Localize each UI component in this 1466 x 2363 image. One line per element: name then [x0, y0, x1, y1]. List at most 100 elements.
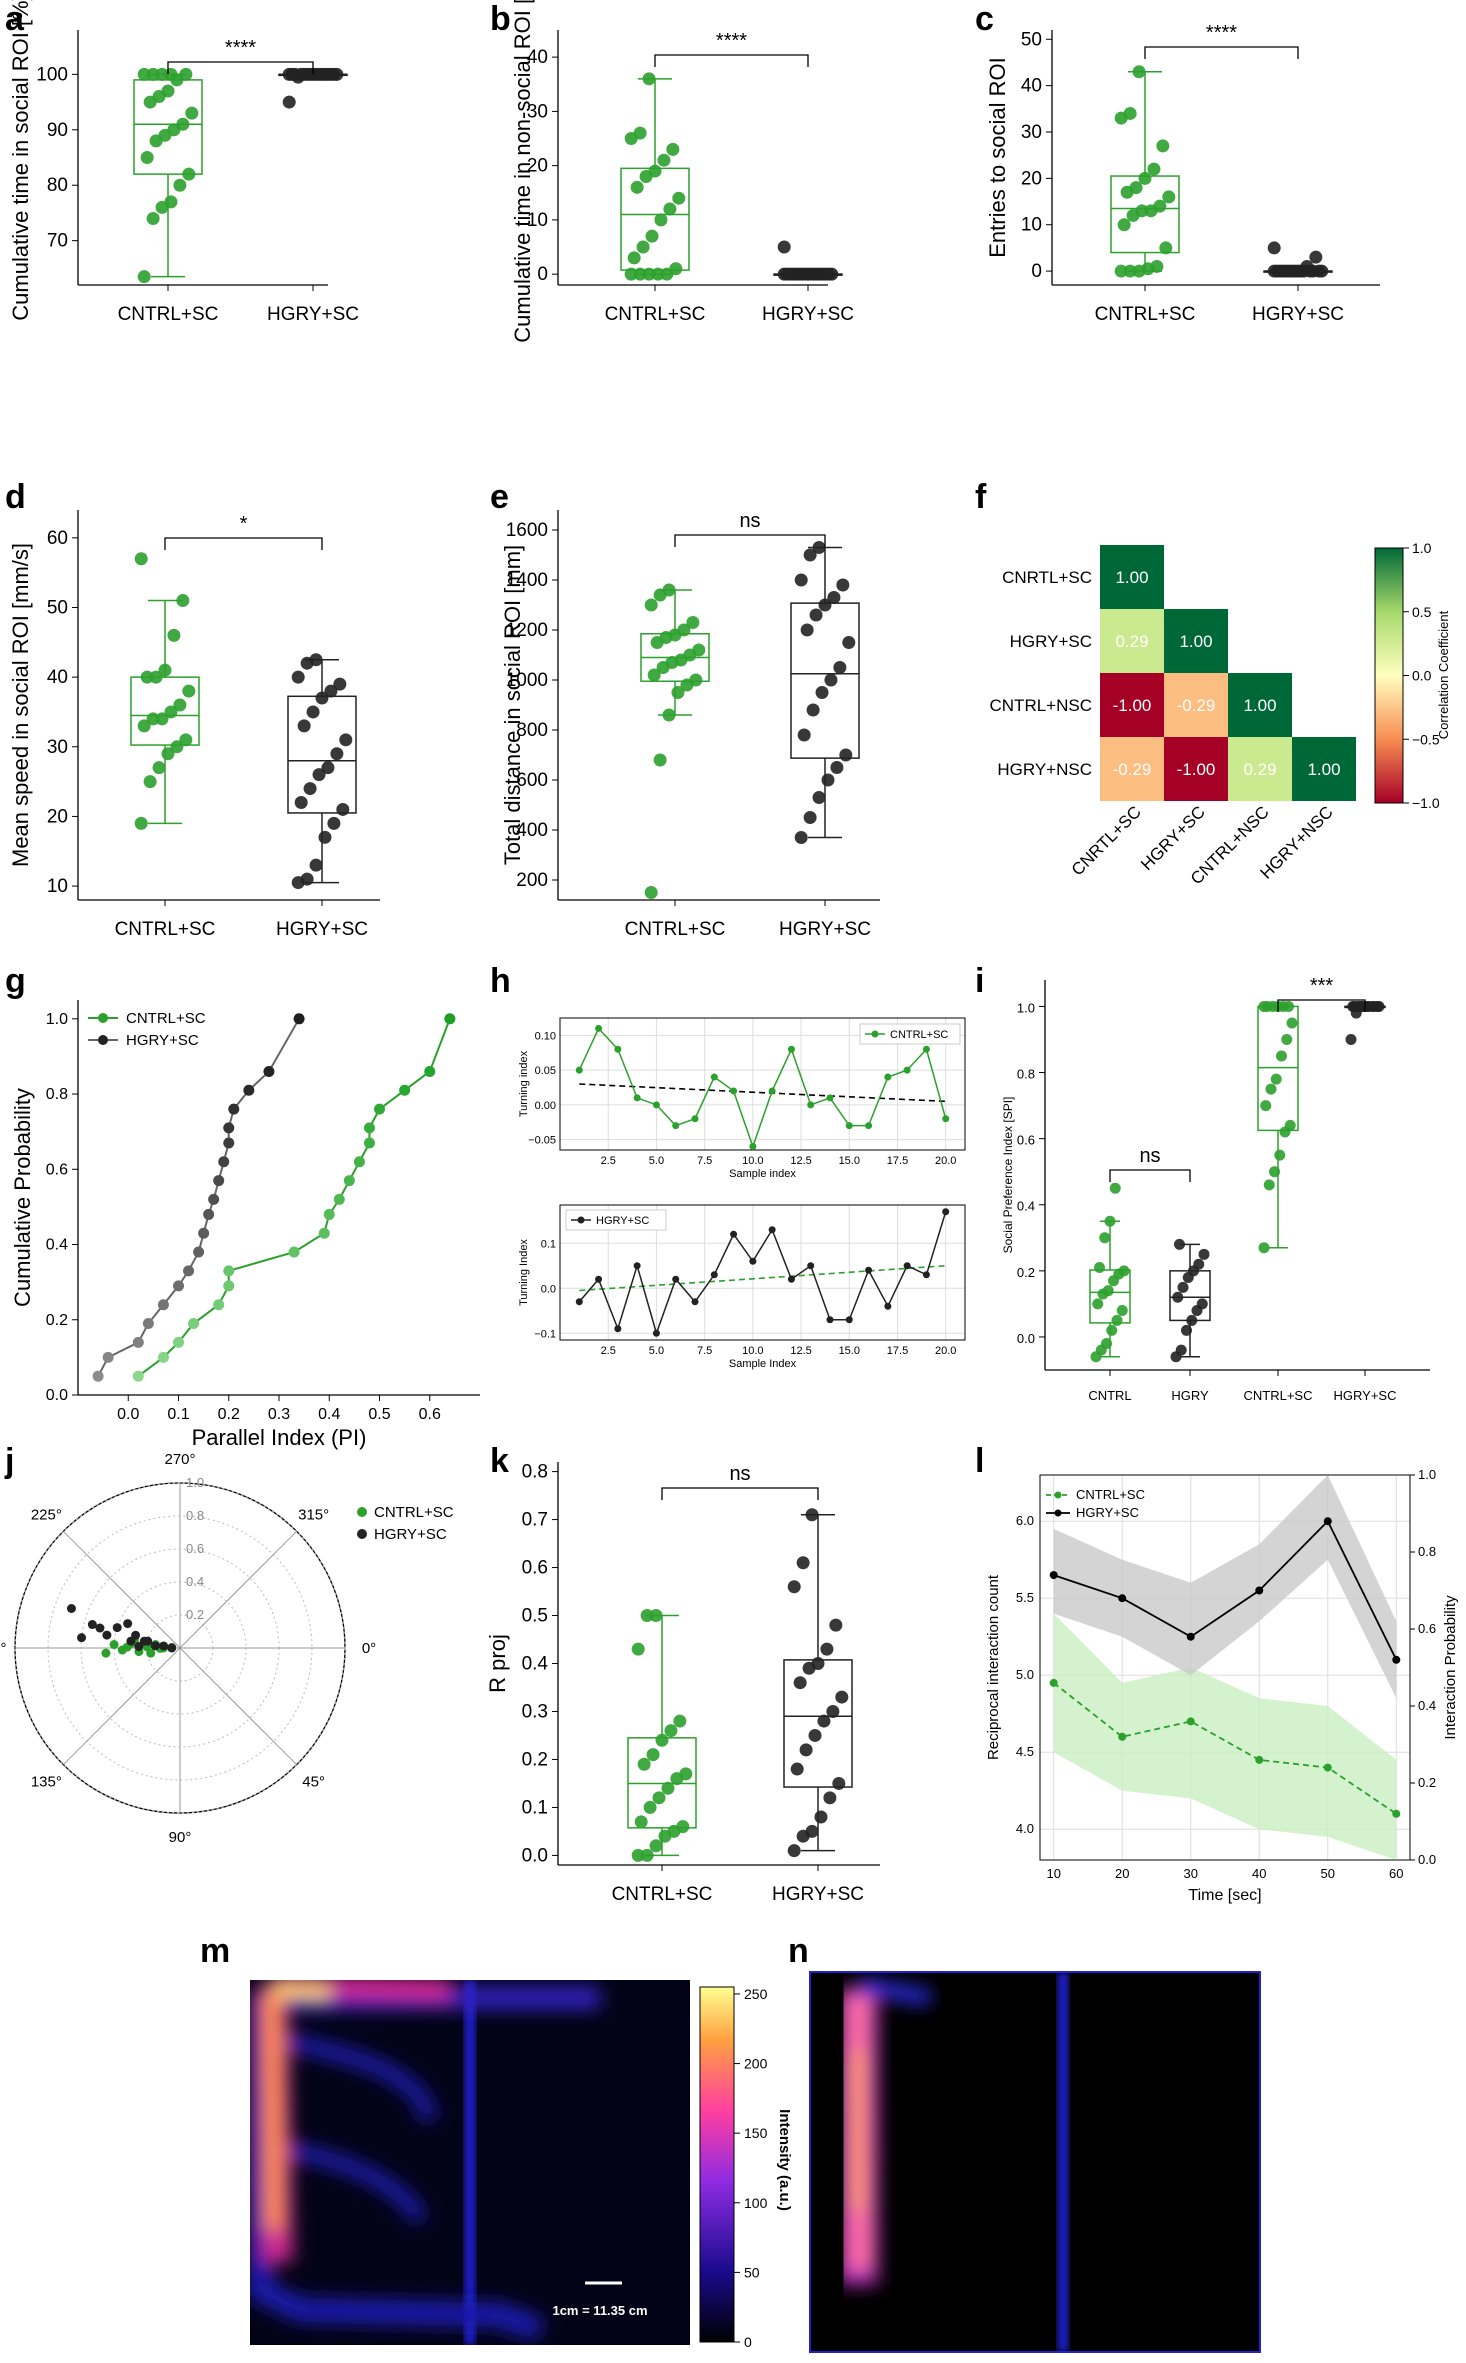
data-point — [794, 573, 808, 587]
data-point — [672, 1275, 680, 1283]
polar-r-label: 0.8 — [186, 1508, 204, 1523]
n-heatmap-image — [809, 1971, 1261, 2353]
panel-label-a: a — [5, 0, 25, 38]
data-point — [810, 267, 824, 281]
y-tick-label: 40 — [1021, 76, 1042, 97]
data-point — [102, 1351, 114, 1363]
cell-value: 1.00 — [1179, 632, 1212, 651]
data-point — [648, 164, 662, 178]
colorbar-tick-label: −1.0 — [1412, 795, 1440, 811]
data-point — [805, 1508, 819, 1522]
data-point — [669, 262, 683, 276]
data-point — [306, 67, 320, 81]
data-point — [263, 1065, 275, 1077]
y-tick-label: 70 — [47, 231, 68, 252]
data-point — [655, 1733, 669, 1747]
data-point — [839, 748, 853, 762]
data-point — [66, 1603, 76, 1613]
significance-label: * — [240, 513, 248, 535]
confidence-band — [1053, 1613, 1397, 1860]
panel-label-m: m — [200, 1932, 230, 1970]
significance-label: ns — [729, 1463, 750, 1485]
data-point — [1373, 1000, 1385, 1012]
data-point — [374, 1103, 385, 1115]
data-point — [1282, 264, 1296, 278]
data-point — [170, 740, 184, 754]
heatmap-cell — [1164, 673, 1228, 737]
series-line — [137, 1018, 451, 1377]
cell-value: 0.29 — [1115, 632, 1148, 651]
legend-label: HGRY+SC — [596, 1215, 649, 1227]
data-point — [288, 1246, 300, 1258]
data-point — [673, 1714, 687, 1728]
data-point — [787, 1844, 801, 1858]
y-right-tick-label: 0.6 — [1418, 1621, 1436, 1636]
data-point — [223, 1137, 235, 1149]
y-tick-label: 600 — [516, 770, 548, 791]
y-right-tick-label: 0.0 — [1418, 1852, 1436, 1867]
data-point — [827, 591, 841, 604]
y-tick-label: 0.1 — [522, 1797, 548, 1818]
polar-angle-label: 180° — [0, 1640, 7, 1657]
y-right-tick-label: 0.2 — [1418, 1775, 1436, 1790]
data-point — [689, 673, 703, 687]
data-point — [1265, 1083, 1277, 1095]
heatmap-cell — [1164, 609, 1228, 673]
cell-value: 1.00 — [1115, 568, 1148, 587]
polar-spoke — [179, 1530, 298, 1649]
data-point — [95, 1623, 105, 1633]
x-axis-label: Sample index — [729, 1168, 796, 1180]
data-point — [627, 251, 641, 265]
data-point — [1283, 1000, 1294, 1012]
significance-bracket — [1109, 1169, 1191, 1182]
box — [130, 676, 200, 746]
series-line — [578, 1211, 947, 1336]
data-point — [1323, 1763, 1332, 1772]
data-point — [123, 1619, 133, 1629]
plot-frame — [1039, 1474, 1411, 1861]
data-point — [633, 267, 647, 281]
data-point — [1159, 241, 1173, 255]
data-point — [282, 95, 296, 109]
x-tick-label: 12.5 — [790, 1345, 811, 1357]
y-tick-label: 60 — [47, 528, 68, 549]
y-tick-label: 0.05 — [535, 1065, 556, 1077]
data-point — [636, 240, 650, 254]
data-point — [642, 267, 656, 281]
legend-box — [565, 1209, 667, 1231]
colorbar-tick-label: 0.5 — [1412, 604, 1432, 620]
x-tick-label: HGRY+SC — [772, 1884, 864, 1905]
data-point — [801, 267, 815, 281]
y-axis-label: Reciprocal interaction count — [985, 1574, 1002, 1760]
y-tick-label: 0.0 — [46, 1387, 68, 1404]
cell-value: -1.00 — [1177, 760, 1216, 779]
y-right-tick-label: 1.0 — [1418, 1467, 1436, 1482]
data-point — [819, 267, 833, 281]
data-point — [630, 180, 644, 194]
x-tick-label: CNTRL+SC — [115, 919, 216, 940]
data-point — [228, 1103, 240, 1115]
data-point — [1284, 1119, 1296, 1131]
data-point — [343, 1175, 355, 1187]
data-point — [173, 1336, 184, 1348]
panel-a-boxplot: 70 80 90 100 CNTRL+SC HGRY+SC **** Cumulative t… — [8, 0, 359, 325]
data-point — [293, 1013, 305, 1025]
data-point — [783, 267, 797, 281]
x-axis-label: Sample Index — [729, 1358, 797, 1370]
data-point — [1162, 190, 1176, 204]
panel-h-turning: 2.5 5.0 7.5 10.0 12.5 15.0 17.5 20.0 −0.05 0.00 0.… — [518, 1017, 966, 1370]
data-point — [803, 811, 817, 824]
data-point — [768, 1087, 776, 1095]
x-tick-label: 7.5 — [697, 1345, 712, 1357]
data-point — [1109, 1182, 1121, 1194]
data-point — [631, 1848, 645, 1862]
data-point — [179, 67, 193, 81]
data-point — [803, 548, 817, 562]
data-point — [749, 1143, 757, 1151]
data-point — [792, 267, 806, 281]
data-point — [198, 1227, 210, 1239]
data-point — [1094, 1262, 1105, 1274]
legend-marker — [577, 1216, 585, 1224]
legend-label: HGRY+SC — [374, 1526, 447, 1543]
m-colorbar — [699, 1986, 735, 2343]
